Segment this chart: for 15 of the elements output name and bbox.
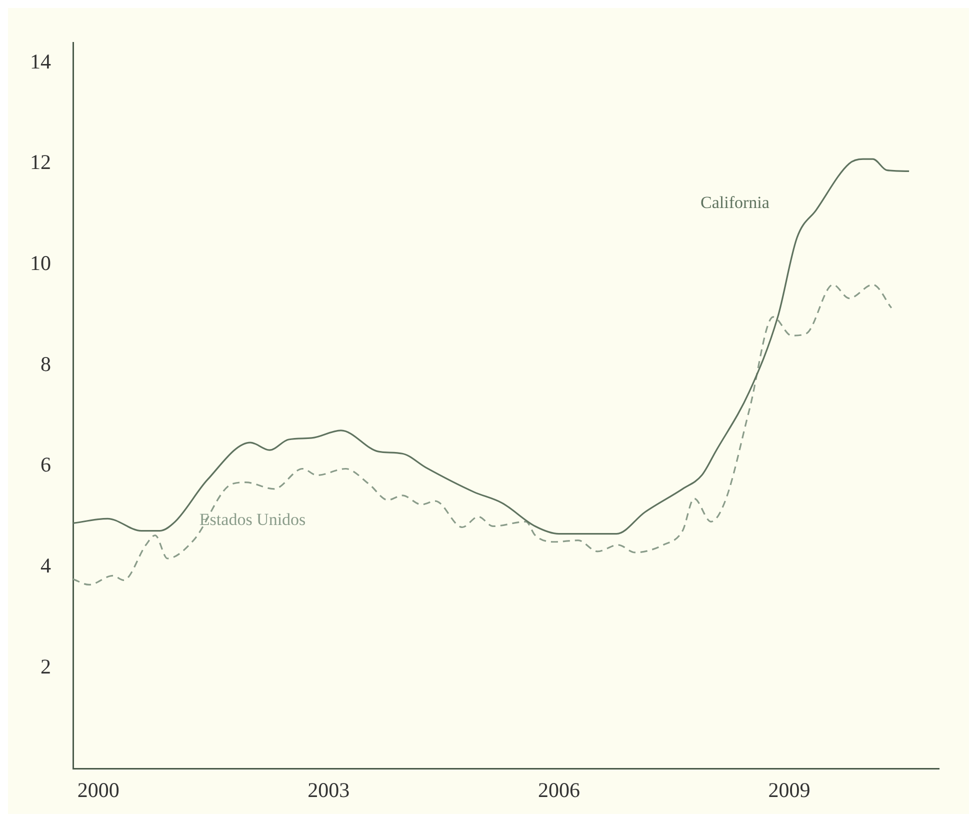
y-tick-label: 6 <box>40 452 51 477</box>
y-tick-label: 12 <box>30 150 51 174</box>
y-tick-label: 14 <box>30 49 52 74</box>
line-series <box>73 158 910 535</box>
x-tick-label: 2009 <box>768 778 810 802</box>
y-tick-label: 8 <box>40 352 51 376</box>
text: California <box>700 193 770 212</box>
x-tick-label: 2000 <box>77 778 120 802</box>
x-tick-label: 2006 <box>538 778 580 802</box>
y-tick-label: 10 <box>30 251 51 276</box>
series-label: Estados Unidos <box>199 510 306 530</box>
x-tick-label: 2003 <box>308 778 350 802</box>
y-tick-label: 2 <box>40 654 51 678</box>
line-series <box>73 284 892 586</box>
y-tick-label: 4 <box>40 554 52 578</box>
